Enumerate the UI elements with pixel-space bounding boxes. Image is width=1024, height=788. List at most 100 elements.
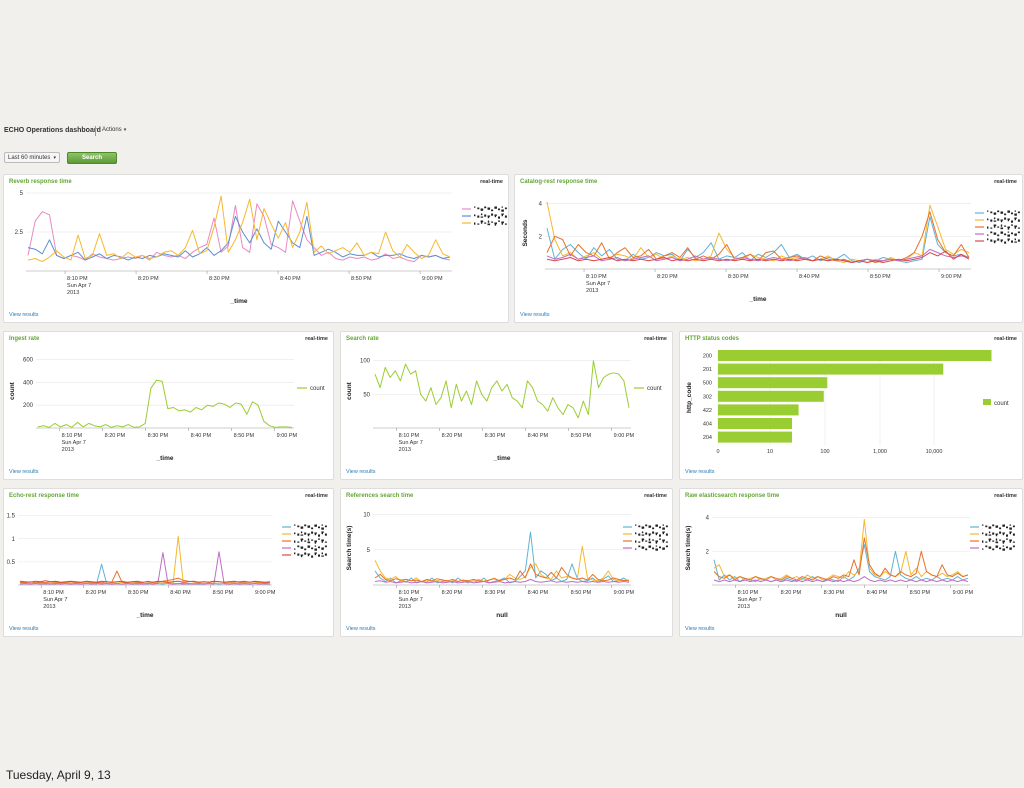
scribble-mark: [993, 220, 997, 222]
scribble-mark: [641, 547, 644, 549]
scribble-mark: [1011, 240, 1013, 243]
scribble-mark: [1012, 533, 1015, 536]
panel-title: References search time: [346, 493, 414, 499]
view-results-link[interactable]: View results: [685, 469, 715, 475]
scribble-mark: [635, 532, 637, 535]
scribble-mark: [494, 215, 497, 218]
scribble-mark: [655, 532, 658, 534]
scribble-mark: [999, 531, 1002, 534]
scribble-mark: [1002, 532, 1005, 534]
scribble-mark: [993, 241, 996, 244]
scribble-mark: [491, 213, 494, 216]
x-tick-label: 8:50 PM: [910, 590, 931, 596]
scribble-mark: [988, 547, 991, 549]
scribble-mark: [307, 541, 311, 544]
scribble-mark: [993, 240, 997, 242]
series-line: [27, 215, 451, 261]
scribble-mark: [1009, 531, 1012, 533]
scribble-mark: [641, 539, 644, 542]
bar: [718, 377, 828, 389]
scribble-mark: [990, 231, 993, 234]
x-tick-label: 8:10 PM: [399, 590, 420, 596]
panel-http-status-codes: HTTP status codes real-time View results…: [679, 331, 1023, 480]
scribble-mark: [993, 225, 996, 228]
view-results-link[interactable]: View results: [346, 469, 376, 475]
x-tick-label: 8:50 PM: [571, 590, 592, 596]
view-results-link[interactable]: View results: [346, 626, 376, 632]
series-line: [19, 580, 271, 583]
scribble-mark: [491, 221, 494, 223]
view-results-link[interactable]: View results: [9, 312, 39, 318]
series-line: [374, 563, 630, 582]
scribble-mark: [321, 552, 323, 555]
view-results-link[interactable]: View results: [9, 469, 39, 475]
scribble-mark: [504, 223, 507, 225]
x-tick-label: 8:10 PM: [586, 274, 607, 280]
scribble-mark: [1007, 211, 1010, 213]
view-results-link[interactable]: View results: [520, 312, 550, 318]
scribble-mark: [987, 210, 989, 212]
x-tick-label: 8:20 PM: [86, 590, 107, 596]
view-results-link[interactable]: View results: [9, 626, 39, 632]
y-tick-label: 1: [12, 537, 16, 543]
scribble-mark: [652, 531, 655, 534]
scribble-mark: [987, 238, 989, 241]
scribble-mark: [321, 540, 323, 543]
scribble-mark: [1006, 534, 1008, 537]
scribble-mark: [311, 555, 314, 558]
scribble-mark: [480, 209, 483, 211]
dashboard-title: ECHO Operations dashboard: [4, 127, 101, 134]
scribble-mark: [645, 548, 648, 551]
scribble-mark: [662, 548, 664, 550]
scribble-mark: [314, 545, 317, 547]
y-tick-label: 302: [703, 394, 712, 400]
scribble-mark: [648, 526, 651, 528]
scribble-mark: [294, 540, 296, 543]
search-button[interactable]: Search: [67, 152, 117, 164]
y-tick-label: 200: [703, 354, 712, 360]
scribble-mark: [995, 533, 999, 535]
series-line: [374, 531, 630, 584]
x-tick-sublabel: Sun Apr 7: [399, 440, 423, 446]
scribble-mark: [1004, 213, 1007, 216]
scribble-mark: [480, 213, 483, 216]
scribble-mark: [662, 539, 665, 542]
x-tick-label: 8:30 PM: [824, 590, 845, 596]
x-tick-label: 9:00 PM: [277, 433, 298, 439]
scribble-mark: [318, 554, 320, 557]
actions-menu[interactable]: Actions ▾: [102, 127, 126, 133]
x-tick-label: 9:00 PM: [953, 590, 974, 596]
legend-scribble: [987, 224, 1020, 230]
scribble-mark: [1000, 232, 1003, 234]
scribble-mark: [645, 540, 648, 542]
scribble-mark: [645, 532, 648, 535]
scribble-mark: [997, 238, 1000, 241]
x-tick-sublabel: Sun Apr 7: [67, 283, 91, 289]
x-tick-label: 8:50 PM: [213, 590, 234, 596]
x-axis-label: _time: [156, 455, 174, 462]
scribble-mark: [662, 527, 665, 530]
scribble-mark: [1000, 220, 1003, 223]
scribble-mark: [311, 531, 314, 534]
scribble-mark: [652, 547, 655, 550]
scribble-mark: [985, 533, 988, 536]
y-tick-label: 10: [363, 513, 370, 519]
scribble-mark: [659, 546, 661, 549]
scribble-mark: [307, 534, 310, 537]
view-results-link[interactable]: View results: [685, 626, 715, 632]
legend-scribble: [987, 238, 1020, 244]
scribble-mark: [993, 233, 996, 235]
time-range-picker[interactable]: Last 60 minutes ▾: [4, 152, 60, 163]
scribble-mark: [648, 534, 651, 537]
scribble-mark: [1002, 540, 1005, 543]
x-tick-label: 8:20 PM: [442, 433, 463, 439]
scribble-mark: [311, 539, 314, 541]
scribble-mark: [504, 215, 507, 218]
scribble-mark: [504, 207, 507, 210]
legend-scribble: [987, 231, 1020, 237]
scribble-mark: [501, 221, 504, 224]
panel-references-search-time: References search time real-time View re…: [340, 488, 673, 637]
scribble-mark: [501, 214, 503, 217]
